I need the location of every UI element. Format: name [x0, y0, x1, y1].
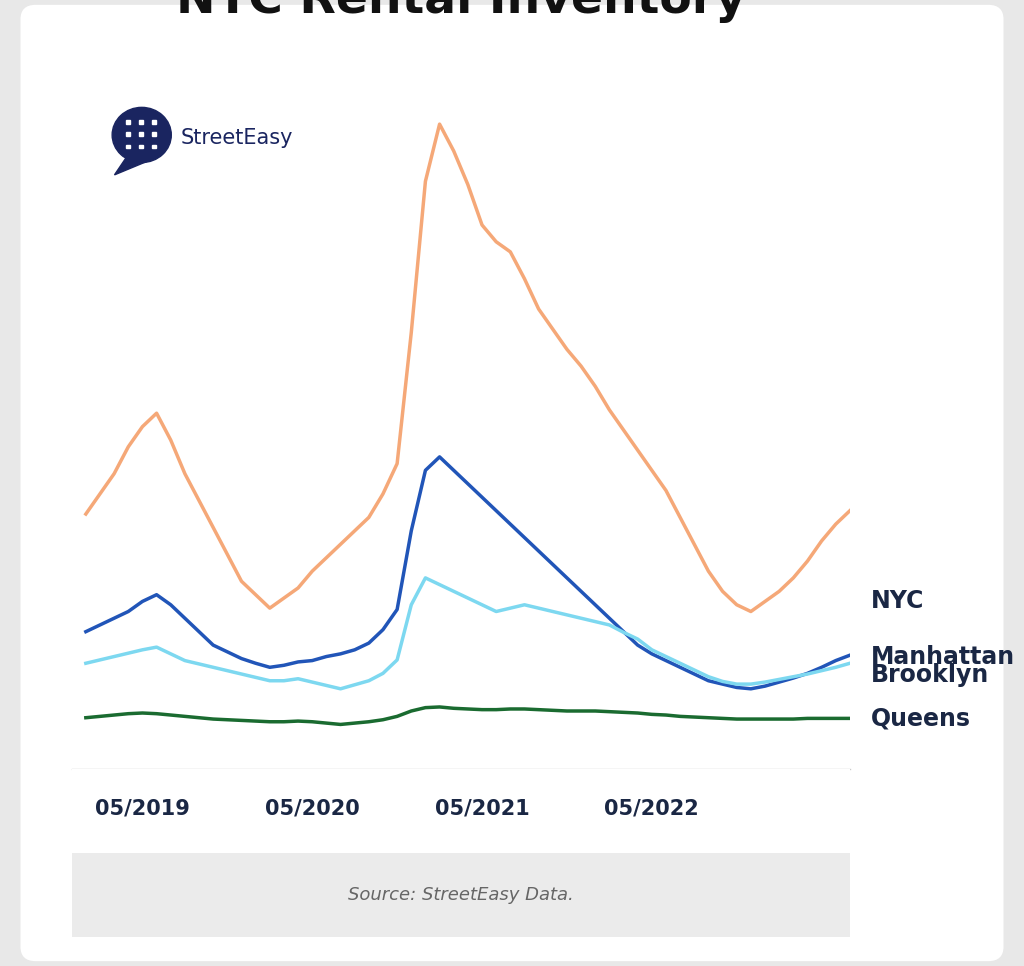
Polygon shape	[115, 156, 150, 175]
Text: Source: StreetEasy Data.: Source: StreetEasy Data.	[348, 886, 573, 904]
Bar	[153, 132, 156, 136]
Bar	[139, 145, 143, 149]
Bar	[126, 145, 130, 149]
Text: 05/2021: 05/2021	[434, 799, 529, 819]
Text: 05/2020: 05/2020	[265, 799, 359, 819]
Bar	[126, 132, 130, 136]
Title: NYC Rental Inventory: NYC Rental Inventory	[176, 0, 745, 23]
Bar	[139, 132, 143, 136]
Text: Manhattan: Manhattan	[871, 644, 1015, 668]
Bar	[126, 120, 130, 124]
Bar	[153, 145, 156, 149]
Circle shape	[113, 107, 171, 162]
Text: StreetEasy: StreetEasy	[180, 128, 293, 148]
Text: NYC: NYC	[871, 589, 925, 613]
Bar	[139, 120, 143, 124]
Text: 05/2019: 05/2019	[95, 799, 189, 819]
Bar	[153, 120, 156, 124]
Text: 05/2022: 05/2022	[604, 799, 699, 819]
Text: Queens: Queens	[871, 706, 971, 730]
Text: Brooklyn: Brooklyn	[871, 664, 989, 688]
